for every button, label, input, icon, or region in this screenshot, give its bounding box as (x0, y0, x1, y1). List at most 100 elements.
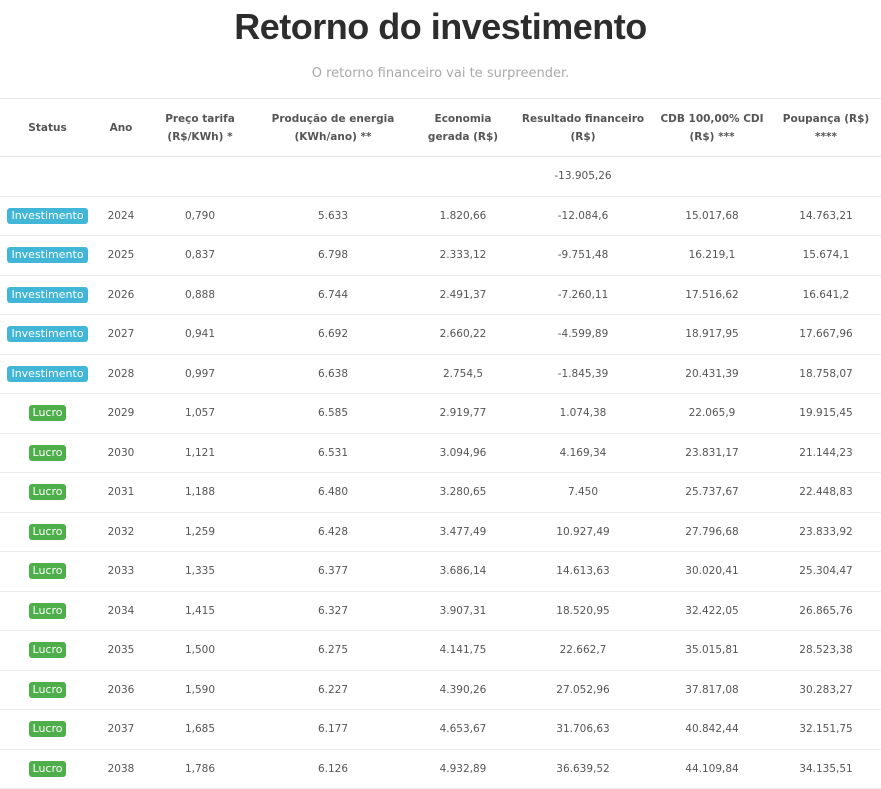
cell-cdb: 17.516,62 (653, 275, 771, 315)
cell-cdb: 44.109,84 (653, 749, 771, 789)
cell-resultado: -12.084,6 (513, 196, 653, 236)
cell-producao-energia: 5.633 (253, 196, 413, 236)
cell-poupanca: 16.641,2 (771, 275, 881, 315)
roi-table: Status Ano Preço tarifa (R$/KWh) * Produ… (0, 98, 881, 789)
page-title: Retorno do investimento (234, 6, 647, 47)
cell-preco-tarifa: 1,415 (147, 591, 253, 631)
cell-ano: 2028 (95, 354, 147, 394)
cell-poupanca: 22.448,83 (771, 472, 881, 513)
column-header-economia-gerada: Economia gerada (R$) (413, 98, 513, 157)
cell-producao-energia: 6.638 (253, 354, 413, 394)
cell-status: Investimento (0, 235, 95, 276)
cell-producao-energia: 6.428 (253, 512, 413, 552)
cell-economia-gerada: 3.094,96 (413, 433, 513, 473)
cell-ano: 2032 (95, 512, 147, 552)
cell-cdb: 30.020,41 (653, 551, 771, 592)
cell-poupanca: 14.763,21 (771, 196, 881, 236)
cell-cdb: 20.431,39 (653, 354, 771, 394)
cell-producao-energia: 6.327 (253, 591, 413, 631)
table-row: Lucro 2031 1,188 6.480 3.280,65 7.450 25.737,6… (0, 472, 881, 513)
cell-economia-gerada: 2.660,22 (413, 314, 513, 355)
cell-economia-gerada: 3.477,49 (413, 512, 513, 552)
table-row: Lucro 2037 1,685 6.177 4.653,67 31.706,63 40.8… (0, 709, 881, 750)
cell-cdb: 27.796,68 (653, 512, 771, 552)
cell-status: Lucro (0, 749, 95, 789)
status-badge: Investimento (7, 286, 88, 303)
table-row: Investimento 2026 0,888 6.744 2.491,37 -7.260… (0, 275, 881, 315)
cell-ano: 2027 (95, 314, 147, 355)
table-row: Lucro 2032 1,259 6.428 3.477,49 10.927,49 27.7… (0, 512, 881, 552)
cell-ano: 2038 (95, 749, 147, 789)
cell-resultado: 31.706,63 (513, 709, 653, 750)
cell-resultado: 36.639,52 (513, 749, 653, 789)
cell-ano: 2024 (95, 196, 147, 236)
cell-poupanca: 26.865,76 (771, 591, 881, 631)
cell-resultado: -1.845,39 (513, 354, 653, 394)
cell-economia-gerada: 2.919,77 (413, 393, 513, 434)
cell-resultado: 14.613,63 (513, 551, 653, 592)
cell-preco-tarifa: 1,188 (147, 472, 253, 513)
cell-producao-energia: 6.126 (253, 749, 413, 789)
cell-cdb: 15.017,68 (653, 196, 771, 236)
cell-producao-energia: 6.377 (253, 551, 413, 592)
cell-cdb: 37.817,08 (653, 670, 771, 710)
cell-preco-tarifa: 0,837 (147, 235, 253, 276)
cell-producao-energia: 6.227 (253, 670, 413, 710)
cell-resultado: 18.520,95 (513, 591, 653, 631)
cell-resultado: 27.052,96 (513, 670, 653, 710)
status-badge: Investimento (7, 326, 88, 343)
cell-ano: 2037 (95, 709, 147, 750)
cell-preco-tarifa: 0,997 (147, 354, 253, 394)
cell-status: Lucro (0, 551, 95, 592)
cell-ano: 2025 (95, 235, 147, 276)
cell-poupanca: 21.144,23 (771, 433, 881, 473)
cell-status: Lucro (0, 670, 95, 710)
cell-ano: 2029 (95, 393, 147, 434)
status-badge: Lucro (28, 681, 67, 698)
cell-preco-tarifa: 1,590 (147, 670, 253, 710)
column-header-producao-energia: Produção de energia (KWh/ano) ** (253, 98, 413, 157)
cell-producao-energia: 6.692 (253, 314, 413, 355)
page-subtitle: O retorno financeiro vai te surpreender. (311, 66, 570, 81)
cell-economia-gerada: 3.280,65 (413, 472, 513, 513)
cell-preco-tarifa: 1,259 (147, 512, 253, 552)
cell-resultado: 1.074,38 (513, 393, 653, 434)
status-badge: Lucro (28, 721, 67, 738)
cell-economia-gerada: 2.754,5 (413, 354, 513, 394)
status-badge: Investimento (7, 247, 88, 264)
status-badge: Investimento (7, 365, 88, 382)
cell-status: Lucro (0, 433, 95, 473)
cell-cdb: 22.065,9 (653, 393, 771, 434)
cell-poupanca: 23.833,92 (771, 512, 881, 552)
cell-preco-tarifa: 1,057 (147, 393, 253, 434)
cell-economia-gerada: 4.653,67 (413, 709, 513, 750)
table-row: Investimento 2024 0,790 5.633 1.820,66 -12.08… (0, 196, 881, 236)
cell-poupanca: 15.674,1 (771, 235, 881, 276)
table-row: Lucro 2038 1,786 6.126 4.932,89 36.639,52 44.1… (0, 749, 881, 789)
cell-producao-energia: 6.585 (253, 393, 413, 434)
cell-preco-tarifa: 1,335 (147, 551, 253, 592)
cell-poupanca: 19.915,45 (771, 393, 881, 434)
cell-economia-gerada: 3.907,31 (413, 591, 513, 631)
table-row: Lucro 2029 1,057 6.585 2.919,77 1.074,38 22.06… (0, 393, 881, 434)
cell-producao-energia: 6.531 (253, 433, 413, 473)
cell-resultado: -13.905,26 (513, 156, 653, 197)
cell-resultado: 10.927,49 (513, 512, 653, 552)
column-header-preco-tarifa: Preço tarifa (R$/KWh) * (147, 98, 253, 157)
cell-poupanca: 30.283,27 (771, 670, 881, 710)
column-header-poupanca: Poupança (R$) **** (771, 98, 881, 157)
column-header-status: Status (0, 98, 95, 157)
cell-cdb: 16.219,1 (653, 235, 771, 276)
cell-status: Lucro (0, 630, 95, 671)
cell-cdb: 35.015,81 (653, 630, 771, 671)
column-header-ano: Ano (95, 98, 147, 157)
cell-resultado: 22.662,7 (513, 630, 653, 671)
cell-resultado: 4.169,34 (513, 433, 653, 473)
cell-economia-gerada: 4.390,26 (413, 670, 513, 710)
column-header-cdb: CDB 100,00% CDI (R$) *** (653, 98, 771, 157)
cell-ano: 2031 (95, 472, 147, 513)
cell-status: Lucro (0, 591, 95, 631)
cell-producao-energia: 6.744 (253, 275, 413, 315)
status-badge: Lucro (28, 444, 67, 461)
table-row: Investimento 2027 0,941 6.692 2.660,22 -4.599… (0, 314, 881, 355)
